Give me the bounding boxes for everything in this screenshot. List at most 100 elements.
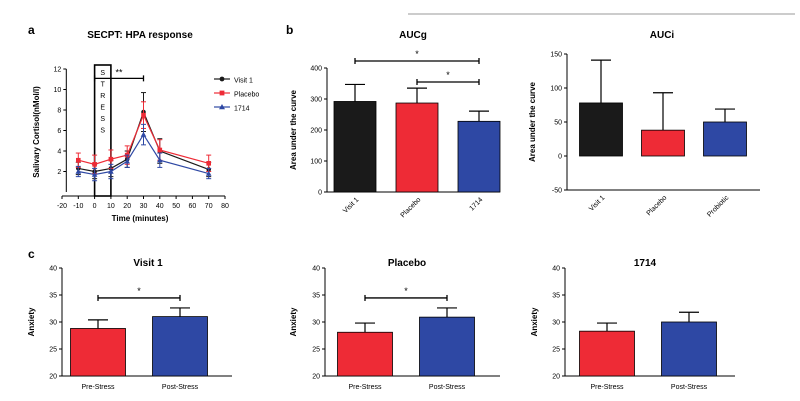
bar-placebo: [641, 129, 685, 157]
y-tick-label: 400: [310, 66, 322, 73]
y-tick-label: 30: [552, 320, 560, 327]
x-tick-label: Visit 1: [342, 196, 360, 214]
x-tick-label: 10: [107, 203, 115, 210]
significance-label: **: [116, 67, 124, 77]
chart-title: Visit 1: [133, 258, 163, 269]
x-tick-label: 60: [189, 203, 197, 210]
y-tick-label: 6: [57, 128, 61, 135]
x-tick-label: 70: [205, 203, 213, 210]
chart-auci: AUCi -50 0 50 100 150 Area under the curve Visi…: [528, 30, 760, 219]
y-axis-label: Area under the curve: [289, 89, 298, 170]
chart-title: 1714: [634, 258, 657, 269]
data-point: [75, 168, 82, 174]
y-tick-label: 0: [558, 154, 562, 161]
bar-post-stress: [152, 316, 208, 377]
bar-pre-stress: [579, 330, 635, 377]
x-tick-label: Probiotic: [706, 194, 731, 219]
data-point: [92, 162, 97, 167]
data-point: [141, 112, 146, 118]
x-tick-label: -10: [73, 203, 83, 210]
x-tick-label: Pre-Stress: [348, 384, 382, 391]
y-tick-label: 100: [310, 159, 322, 166]
significance-label: *: [404, 286, 408, 296]
bar-placebo: [395, 102, 439, 193]
x-tick-label: 20: [123, 203, 131, 210]
x-tick-label: Post-Stress: [429, 384, 466, 391]
y-tick-label: 150: [550, 52, 562, 59]
chart-title: AUCi: [650, 30, 675, 41]
x-tick-label: 0: [93, 203, 97, 210]
data-point: [76, 157, 81, 163]
y-axis-label: Salivary Cortisol(nMol/l): [32, 86, 41, 178]
x-tick-label: 80: [221, 203, 229, 210]
x-tick-label: Visit 1: [588, 194, 606, 212]
bar-probiotic: [703, 121, 747, 157]
chart-secpt-hpa-response: SECPT: HPA response -20 -10 0 10 20 30 40 50 60 70…: [32, 30, 259, 223]
x-tick-label: Placebo: [646, 194, 669, 217]
stress-letter: S: [100, 116, 105, 123]
bar-post-stress: [419, 316, 475, 377]
y-tick-label: 4: [57, 149, 61, 156]
chart-anxiety-visit1: Visit 1 20 25 30 35 40 Anxiety Pre-Stress Post-S…: [27, 258, 232, 391]
y-tick-label: 100: [550, 86, 562, 93]
x-tick-label: 40: [156, 203, 164, 210]
bar-pre-stress: [70, 328, 126, 377]
y-tick-label: 10: [54, 87, 62, 94]
y-tick-label: 25: [552, 347, 560, 354]
x-tick-label: Placebo: [400, 196, 423, 219]
y-tick-label: 200: [310, 128, 322, 135]
legend-marker: [219, 90, 225, 96]
x-tick-label: Post-Stress: [162, 384, 199, 391]
panel-label-a: a: [28, 23, 35, 37]
x-tick-label: Post-Stress: [671, 384, 708, 391]
chart-anxiety-placebo: Placebo 20 25 30 35 40 Anxiety Pre-Stress Post-S…: [289, 258, 500, 391]
bar-post-stress: [661, 321, 717, 377]
y-tick-label: 40: [552, 266, 560, 273]
chart-title: Placebo: [388, 258, 426, 269]
legend-marker: [219, 76, 225, 82]
data-point: [108, 168, 114, 174]
data-point: [157, 157, 163, 163]
data-point: [206, 161, 211, 166]
data-point: [157, 147, 163, 153]
y-tick-label: 35: [312, 293, 320, 300]
legend-label: 1714: [234, 106, 250, 113]
data-point: [91, 171, 98, 177]
stress-letter: T: [101, 82, 106, 89]
data-point: [124, 158, 130, 164]
data-point: [140, 131, 147, 137]
bar-1714: [457, 120, 501, 193]
stress-letter: R: [100, 93, 105, 100]
significance-label: *: [446, 70, 450, 80]
y-tick-label: 0: [318, 190, 322, 197]
x-axis-label: Time (minutes): [112, 214, 169, 223]
y-tick-label: 2: [57, 169, 61, 176]
data-point: [108, 156, 114, 162]
x-tick-label: 50: [172, 203, 180, 210]
chart-title: SECPT: HPA response: [87, 30, 193, 41]
y-tick-label: 40: [312, 266, 320, 273]
y-tick-label: 30: [49, 320, 57, 327]
y-tick-label: 50: [554, 120, 562, 127]
panel-label-b: b: [286, 23, 293, 37]
stress-letter: S: [100, 128, 105, 135]
y-tick-label: 40: [49, 266, 57, 273]
panel-label-c: c: [28, 247, 35, 261]
chart-title: AUCg: [399, 30, 427, 41]
chart-aucg: AUCg 0 100 200 300 400 Area under the curve Vis…: [289, 30, 501, 219]
stress-letter: E: [100, 105, 105, 112]
y-tick-label: 12: [54, 67, 62, 74]
y-axis-label: Anxiety: [27, 307, 36, 336]
y-tick-label: 25: [312, 347, 320, 354]
bar-pre-stress: [337, 331, 393, 377]
y-axis-label: Anxiety: [289, 307, 298, 336]
y-tick-label: 300: [310, 97, 322, 104]
stress-letter: S: [100, 70, 105, 77]
chart-anxiety-1714: 1714 20 25 30 35 40 Anxiety Pre-Stress Post-Stre…: [530, 258, 735, 391]
x-tick-label: 30: [140, 203, 148, 210]
y-tick-label: 25: [49, 347, 57, 354]
x-tick-label: 1714: [468, 196, 484, 212]
y-axis-label: Anxiety: [530, 307, 539, 336]
y-tick-label: 30: [312, 320, 320, 327]
